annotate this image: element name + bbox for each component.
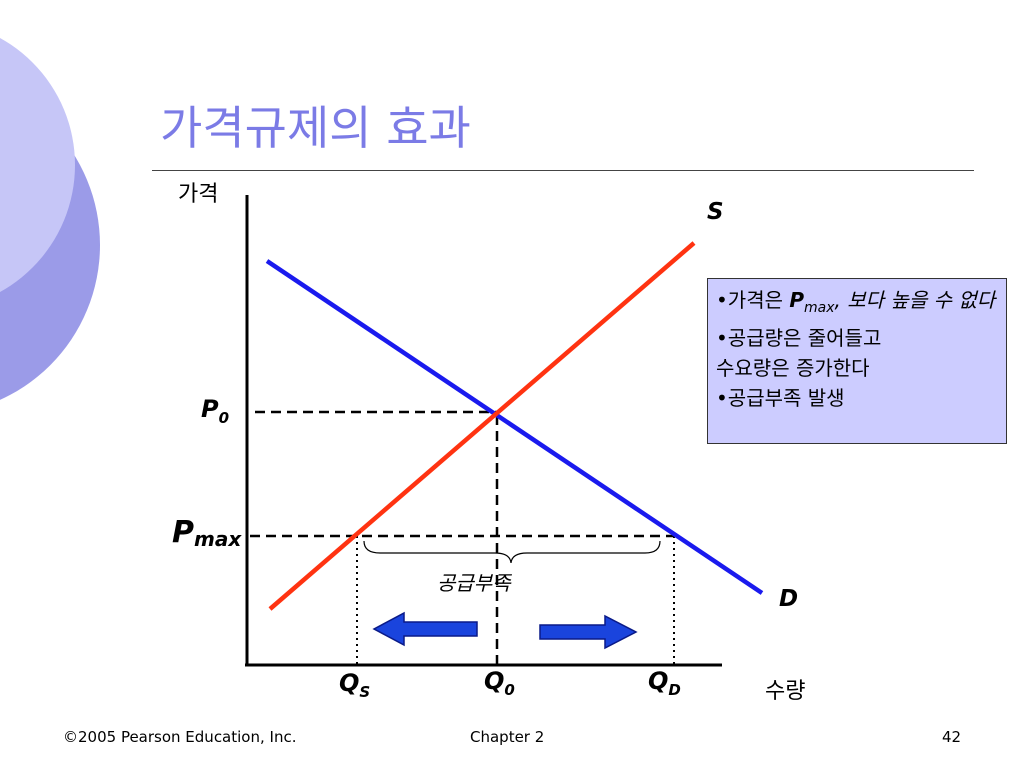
info-box: •가격은 Pmax, 보다 높을 수 없다 •공급량은 줄어들고 수요량은 증가… — [707, 278, 1007, 444]
decorative-circles — [0, 38, 100, 400]
footer-page-number: 42 — [942, 728, 962, 746]
x-axis-label: 수량 — [765, 679, 806, 704]
qs-label: QS — [339, 669, 371, 701]
q0-label: Q0 — [484, 667, 515, 699]
info-line-1: •가격은 Pmax, 보다 높을 수 없다 — [716, 288, 996, 316]
supply-curve — [268, 241, 696, 611]
footer-copyright: ©2005 Pearson Education, Inc. — [63, 728, 297, 746]
y-axis-label: 가격 — [178, 182, 219, 207]
p0-label: P0 — [201, 395, 230, 427]
slide-title: 가격규제의 효과 — [160, 101, 471, 155]
decorative-circle-light — [0, 38, 75, 292]
title-divider — [152, 170, 974, 171]
left-arrow-icon — [372, 611, 478, 647]
shortage-brace — [363, 540, 661, 564]
info-line-3: 수요량은 증가한다 — [716, 356, 870, 380]
info-line-4: •공급부족 발생 — [716, 386, 845, 410]
pmax-label: Pmax — [172, 515, 242, 551]
footer-chapter: Chapter 2 — [470, 728, 545, 746]
shortage-label: 공급부족 — [437, 571, 511, 595]
info-line-2: •공급량은 줄어들고 — [716, 326, 882, 350]
demand-curve-label: D — [779, 586, 799, 612]
right-arrow-icon — [539, 614, 638, 650]
supply-curve-label: S — [707, 199, 724, 225]
qd-label: QD — [648, 667, 681, 699]
demand-curve — [265, 259, 764, 595]
